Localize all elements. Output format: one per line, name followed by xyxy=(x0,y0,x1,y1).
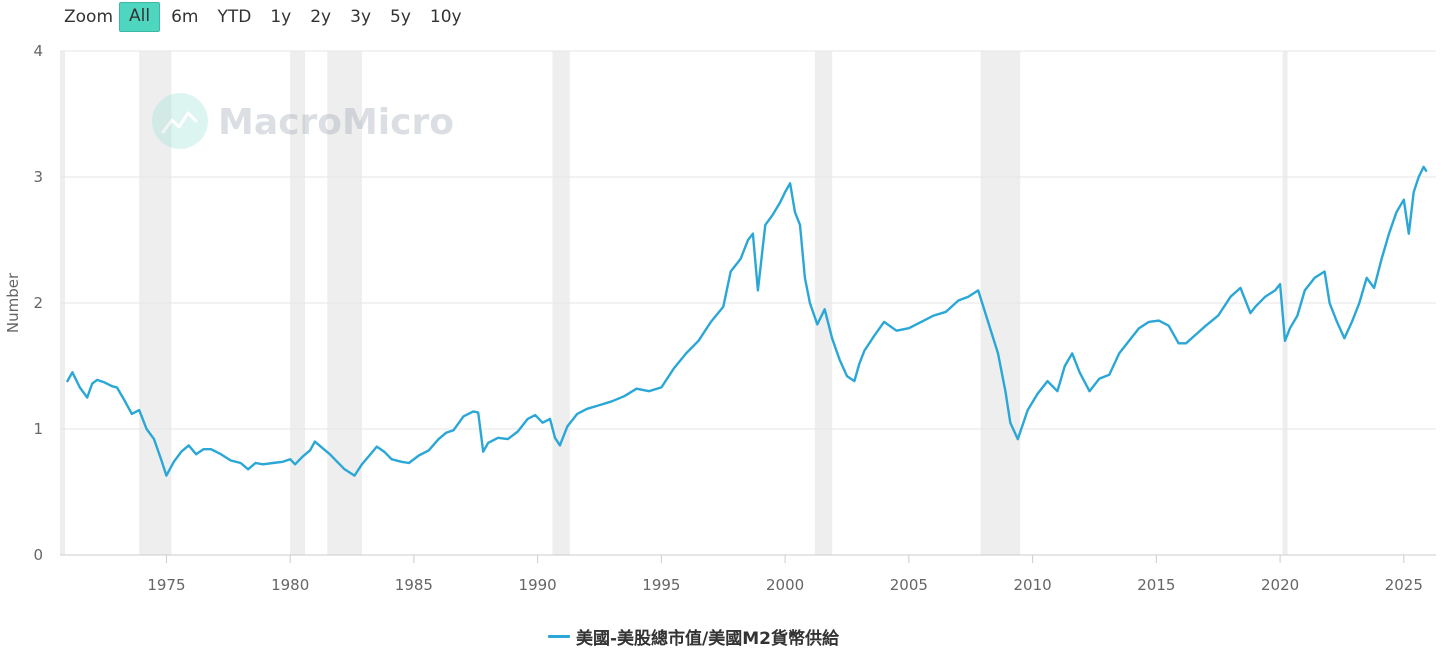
zoom-6m-button[interactable]: 6m xyxy=(171,7,199,27)
x-tick-label: 1995 xyxy=(642,576,680,594)
legend-label: 美國-美股總市值/美國M2貨幣供給 xyxy=(576,628,840,649)
x-tick-label: 2010 xyxy=(1014,576,1052,594)
watermark: MacroMicro xyxy=(152,93,454,149)
zoom-all-button[interactable]: All xyxy=(119,2,161,32)
x-tick-label: 2015 xyxy=(1137,576,1175,594)
zoom-3y-button[interactable]: 3y xyxy=(350,7,372,27)
zoom-toolbar: Zoom All 6m YTD 1y 2y 3y 5y 10y xyxy=(60,2,473,32)
x-tick-label: 1975 xyxy=(147,576,185,594)
line-chart: MacroMicro 0 1 2 3 4 Number 1975 1980 1985 1990… xyxy=(4,42,1436,594)
y-tick-label: 1 xyxy=(33,420,43,438)
grid-lines xyxy=(60,50,1436,430)
y-tick-label: 3 xyxy=(33,168,43,186)
x-tick-label: 2005 xyxy=(890,576,928,594)
zoom-10y-button[interactable]: 10y xyxy=(429,7,462,27)
x-tick-label: 1985 xyxy=(395,576,433,594)
x-tick-label: 1990 xyxy=(519,576,557,594)
series-line xyxy=(66,165,1428,477)
y-axis: 0 1 2 3 4 xyxy=(33,42,43,564)
y-axis-label: Number xyxy=(4,272,22,333)
zoom-2y-button[interactable]: 2y xyxy=(310,7,332,27)
legend[interactable]: 美國-美股總市值/美國M2貨幣供給 xyxy=(548,624,840,649)
y-tick-label: 4 xyxy=(33,42,43,60)
legend-swatch xyxy=(548,634,570,638)
y-tick-label: 2 xyxy=(33,294,43,312)
x-axis: 1975 1980 1985 1990 1995 2000 2005 2010 2015 2020… xyxy=(147,555,1423,594)
zoom-label: Zoom xyxy=(64,7,114,27)
x-tick-label: 1980 xyxy=(271,576,309,594)
watermark-logo-icon xyxy=(152,93,208,149)
zoom-1y-button[interactable]: 1y xyxy=(270,7,292,27)
zoom-ytd-button[interactable]: YTD xyxy=(217,7,252,27)
x-tick-label: 2000 xyxy=(766,576,804,594)
zoom-5y-button[interactable]: 5y xyxy=(390,7,411,27)
watermark-text: MacroMicro xyxy=(218,102,454,143)
watermark-logo-mark xyxy=(161,111,198,134)
x-tick-label: 2025 xyxy=(1385,576,1423,594)
x-tick-label: 2020 xyxy=(1261,576,1299,594)
y-tick-label: 0 xyxy=(33,546,43,564)
